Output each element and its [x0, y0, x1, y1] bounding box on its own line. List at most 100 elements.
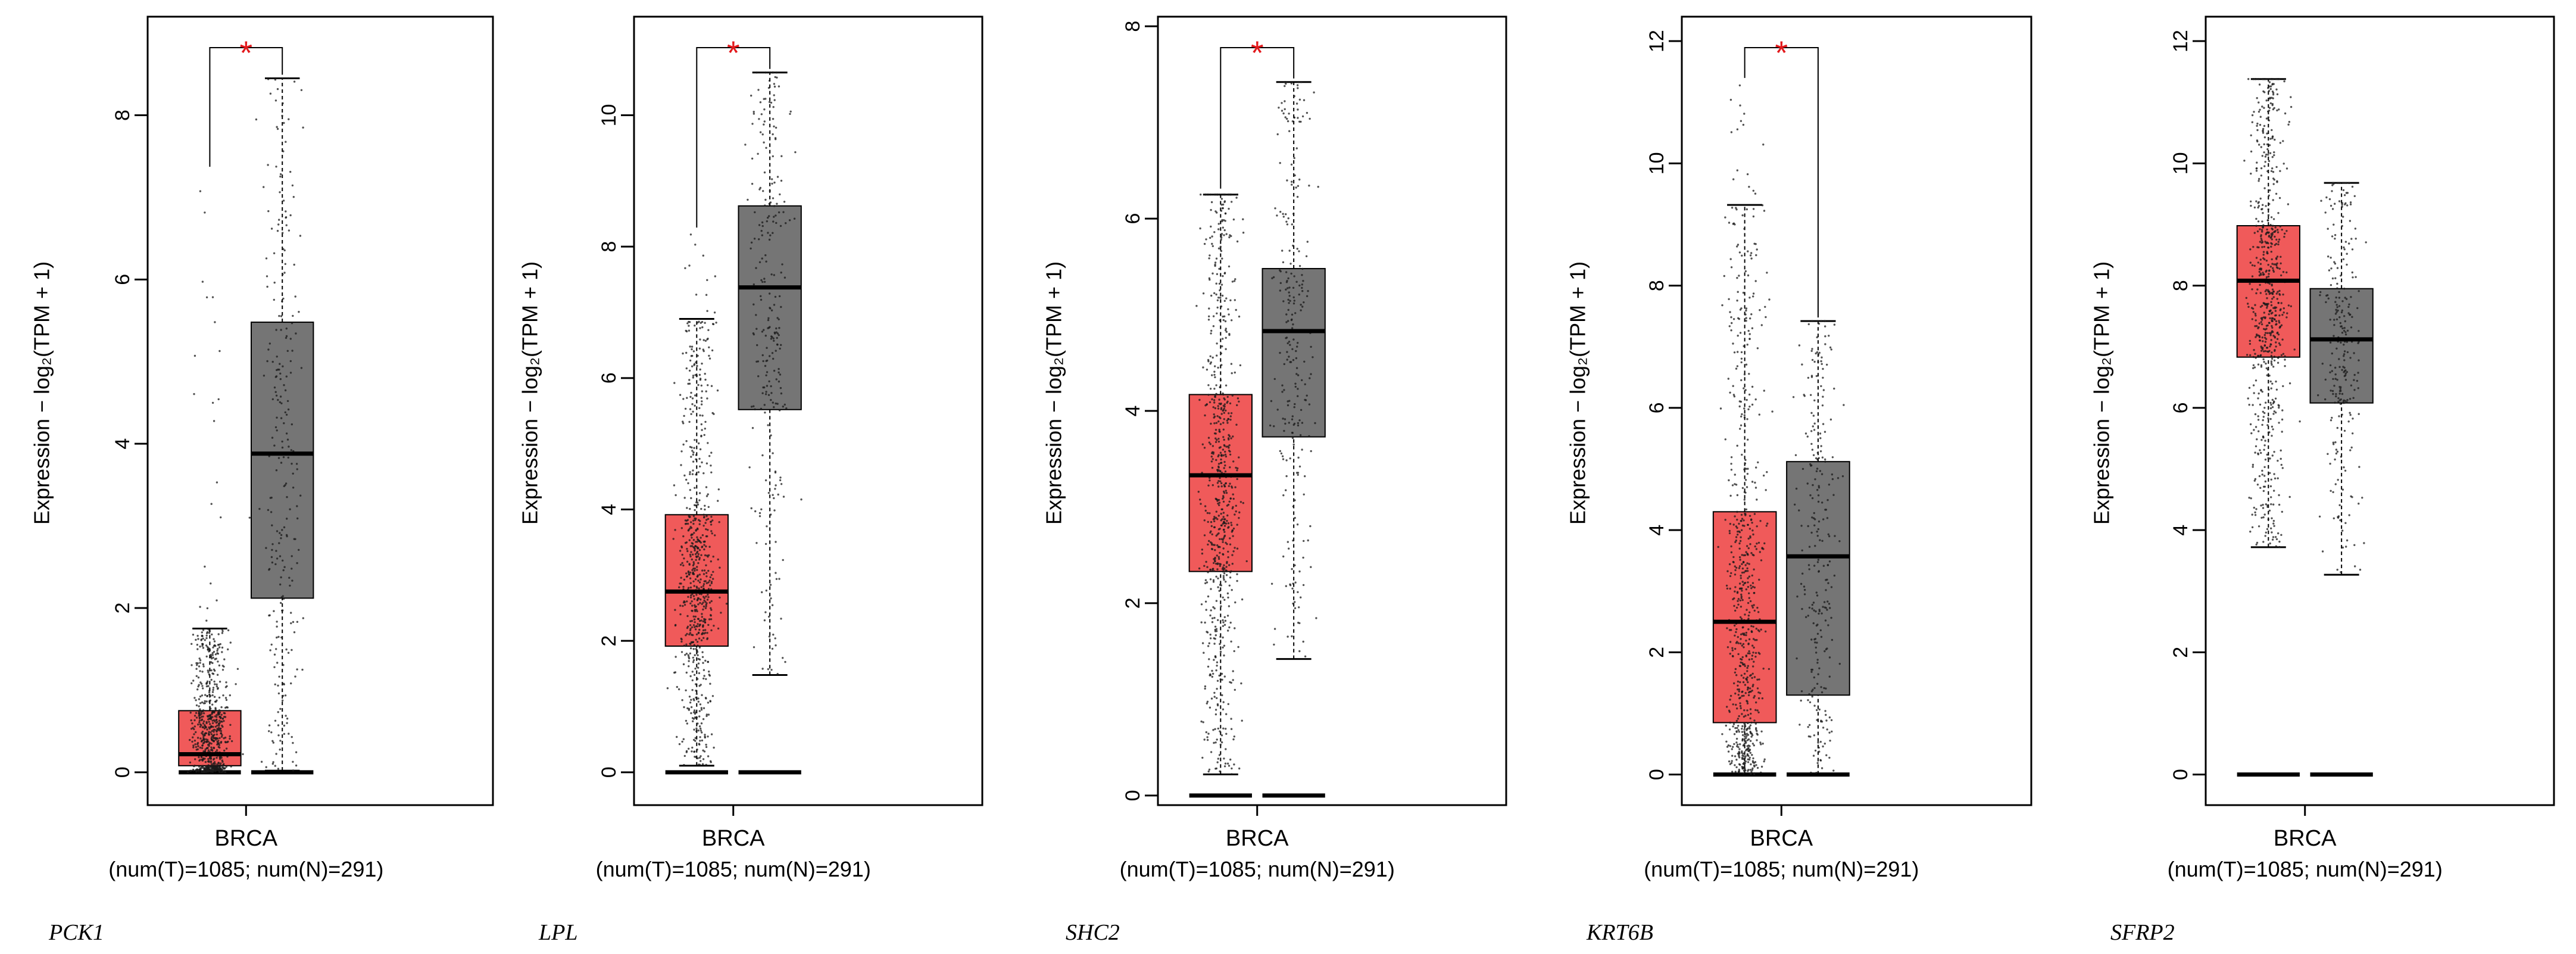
jitter-point — [752, 405, 755, 407]
jitter-point — [775, 327, 778, 330]
jitter-point — [1747, 643, 1750, 646]
jitter-point — [702, 669, 705, 671]
jitter-point — [1209, 479, 1211, 482]
jitter-point — [1800, 525, 1803, 527]
jitter-point — [698, 549, 701, 551]
jitter-point — [2271, 531, 2273, 534]
jitter-point — [698, 523, 701, 525]
jitter-point — [211, 657, 213, 660]
jitter-point — [2271, 351, 2273, 354]
jitter-point — [2353, 544, 2356, 546]
jitter-point — [751, 183, 754, 185]
jitter-point — [2257, 415, 2259, 417]
jitter-point — [770, 101, 773, 104]
jitter-point — [696, 364, 698, 367]
jitter-point — [1297, 422, 1300, 425]
jitter-point — [2270, 170, 2273, 172]
jitter-point — [2264, 155, 2267, 158]
jitter-point — [268, 730, 270, 732]
jitter-point — [221, 734, 223, 737]
jitter-point — [1747, 688, 1749, 691]
jitter-point — [1222, 625, 1225, 628]
jitter-point — [1740, 593, 1743, 596]
jitter-point — [2270, 496, 2272, 498]
jitter-point — [1218, 504, 1220, 506]
jitter-point — [764, 71, 767, 74]
jitter-point — [1741, 254, 1743, 257]
jitter-point — [2262, 485, 2265, 488]
jitter-point — [2274, 226, 2277, 229]
jitter-point — [292, 741, 294, 744]
jitter-point — [1739, 599, 1741, 601]
jitter-point — [2271, 288, 2274, 291]
jitter-point — [682, 422, 685, 425]
jitter-point — [775, 572, 777, 574]
jitter-point — [1830, 719, 1833, 722]
jitter-point — [698, 573, 701, 576]
jitter-point — [2271, 227, 2273, 230]
jitter-point — [2266, 143, 2269, 146]
jitter-point — [1741, 750, 1743, 753]
plot-frame — [1681, 15, 2032, 806]
jitter-point — [1746, 486, 1748, 488]
jitter-point — [708, 601, 711, 604]
jitter-point — [688, 369, 691, 372]
jitter-point — [2260, 238, 2262, 240]
jitter-point — [1297, 87, 1299, 89]
jitter-point — [692, 648, 695, 650]
jitter-point — [1224, 450, 1226, 453]
jitter-point — [1763, 760, 1765, 763]
jitter-point — [189, 761, 192, 764]
jitter-point — [229, 641, 232, 644]
jitter-point — [1212, 544, 1214, 546]
jitter-point — [1225, 581, 1227, 583]
jitter-point — [692, 519, 695, 522]
jitter-point — [700, 639, 703, 641]
jitter-point — [754, 211, 756, 214]
jitter-point — [201, 280, 204, 283]
jitter-point — [1734, 755, 1737, 757]
jitter-point — [221, 771, 224, 773]
jitter-point — [1222, 516, 1225, 518]
jitter-point — [1831, 456, 1834, 459]
jitter-point — [1746, 344, 1748, 346]
jitter-point — [765, 391, 767, 393]
jitter-point — [1222, 636, 1224, 639]
jitter-point — [1228, 207, 1230, 210]
jitter-point — [1737, 743, 1739, 746]
jitter-point — [258, 507, 261, 510]
jitter-point — [1298, 419, 1301, 422]
jitter-point — [780, 483, 783, 485]
jitter-point — [1292, 302, 1295, 305]
jitter-point — [1287, 320, 1289, 322]
jitter-point — [1795, 487, 1798, 490]
jitter-point — [1730, 131, 1733, 133]
y-tick-label: 6 — [1645, 402, 1668, 413]
jitter-point — [1744, 684, 1747, 686]
jitter-point — [1287, 342, 1289, 345]
jitter-point — [1211, 466, 1214, 469]
jitter-point — [1205, 609, 1207, 611]
jitter-point — [215, 738, 217, 741]
jitter-point — [282, 273, 284, 276]
jitter-point — [687, 482, 689, 485]
jitter-point — [1742, 643, 1745, 646]
jitter-point — [2264, 332, 2267, 334]
jitter-point — [2266, 424, 2269, 426]
jitter-point — [1745, 363, 1748, 366]
jitter-point — [772, 197, 775, 199]
jitter-point — [1228, 444, 1231, 447]
jitter-point — [1304, 475, 1306, 478]
jitter-point — [773, 205, 776, 207]
jitter-point — [288, 118, 290, 120]
jitter-point — [1210, 332, 1212, 335]
jitter-point — [1818, 487, 1821, 489]
jitter-point — [2269, 96, 2271, 99]
jitter-point — [1821, 612, 1823, 615]
jitter-point — [774, 637, 776, 640]
jitter-point — [2341, 546, 2344, 549]
jitter-point — [1736, 300, 1738, 302]
jitter-point — [277, 692, 280, 695]
jitter-point — [2280, 255, 2282, 258]
